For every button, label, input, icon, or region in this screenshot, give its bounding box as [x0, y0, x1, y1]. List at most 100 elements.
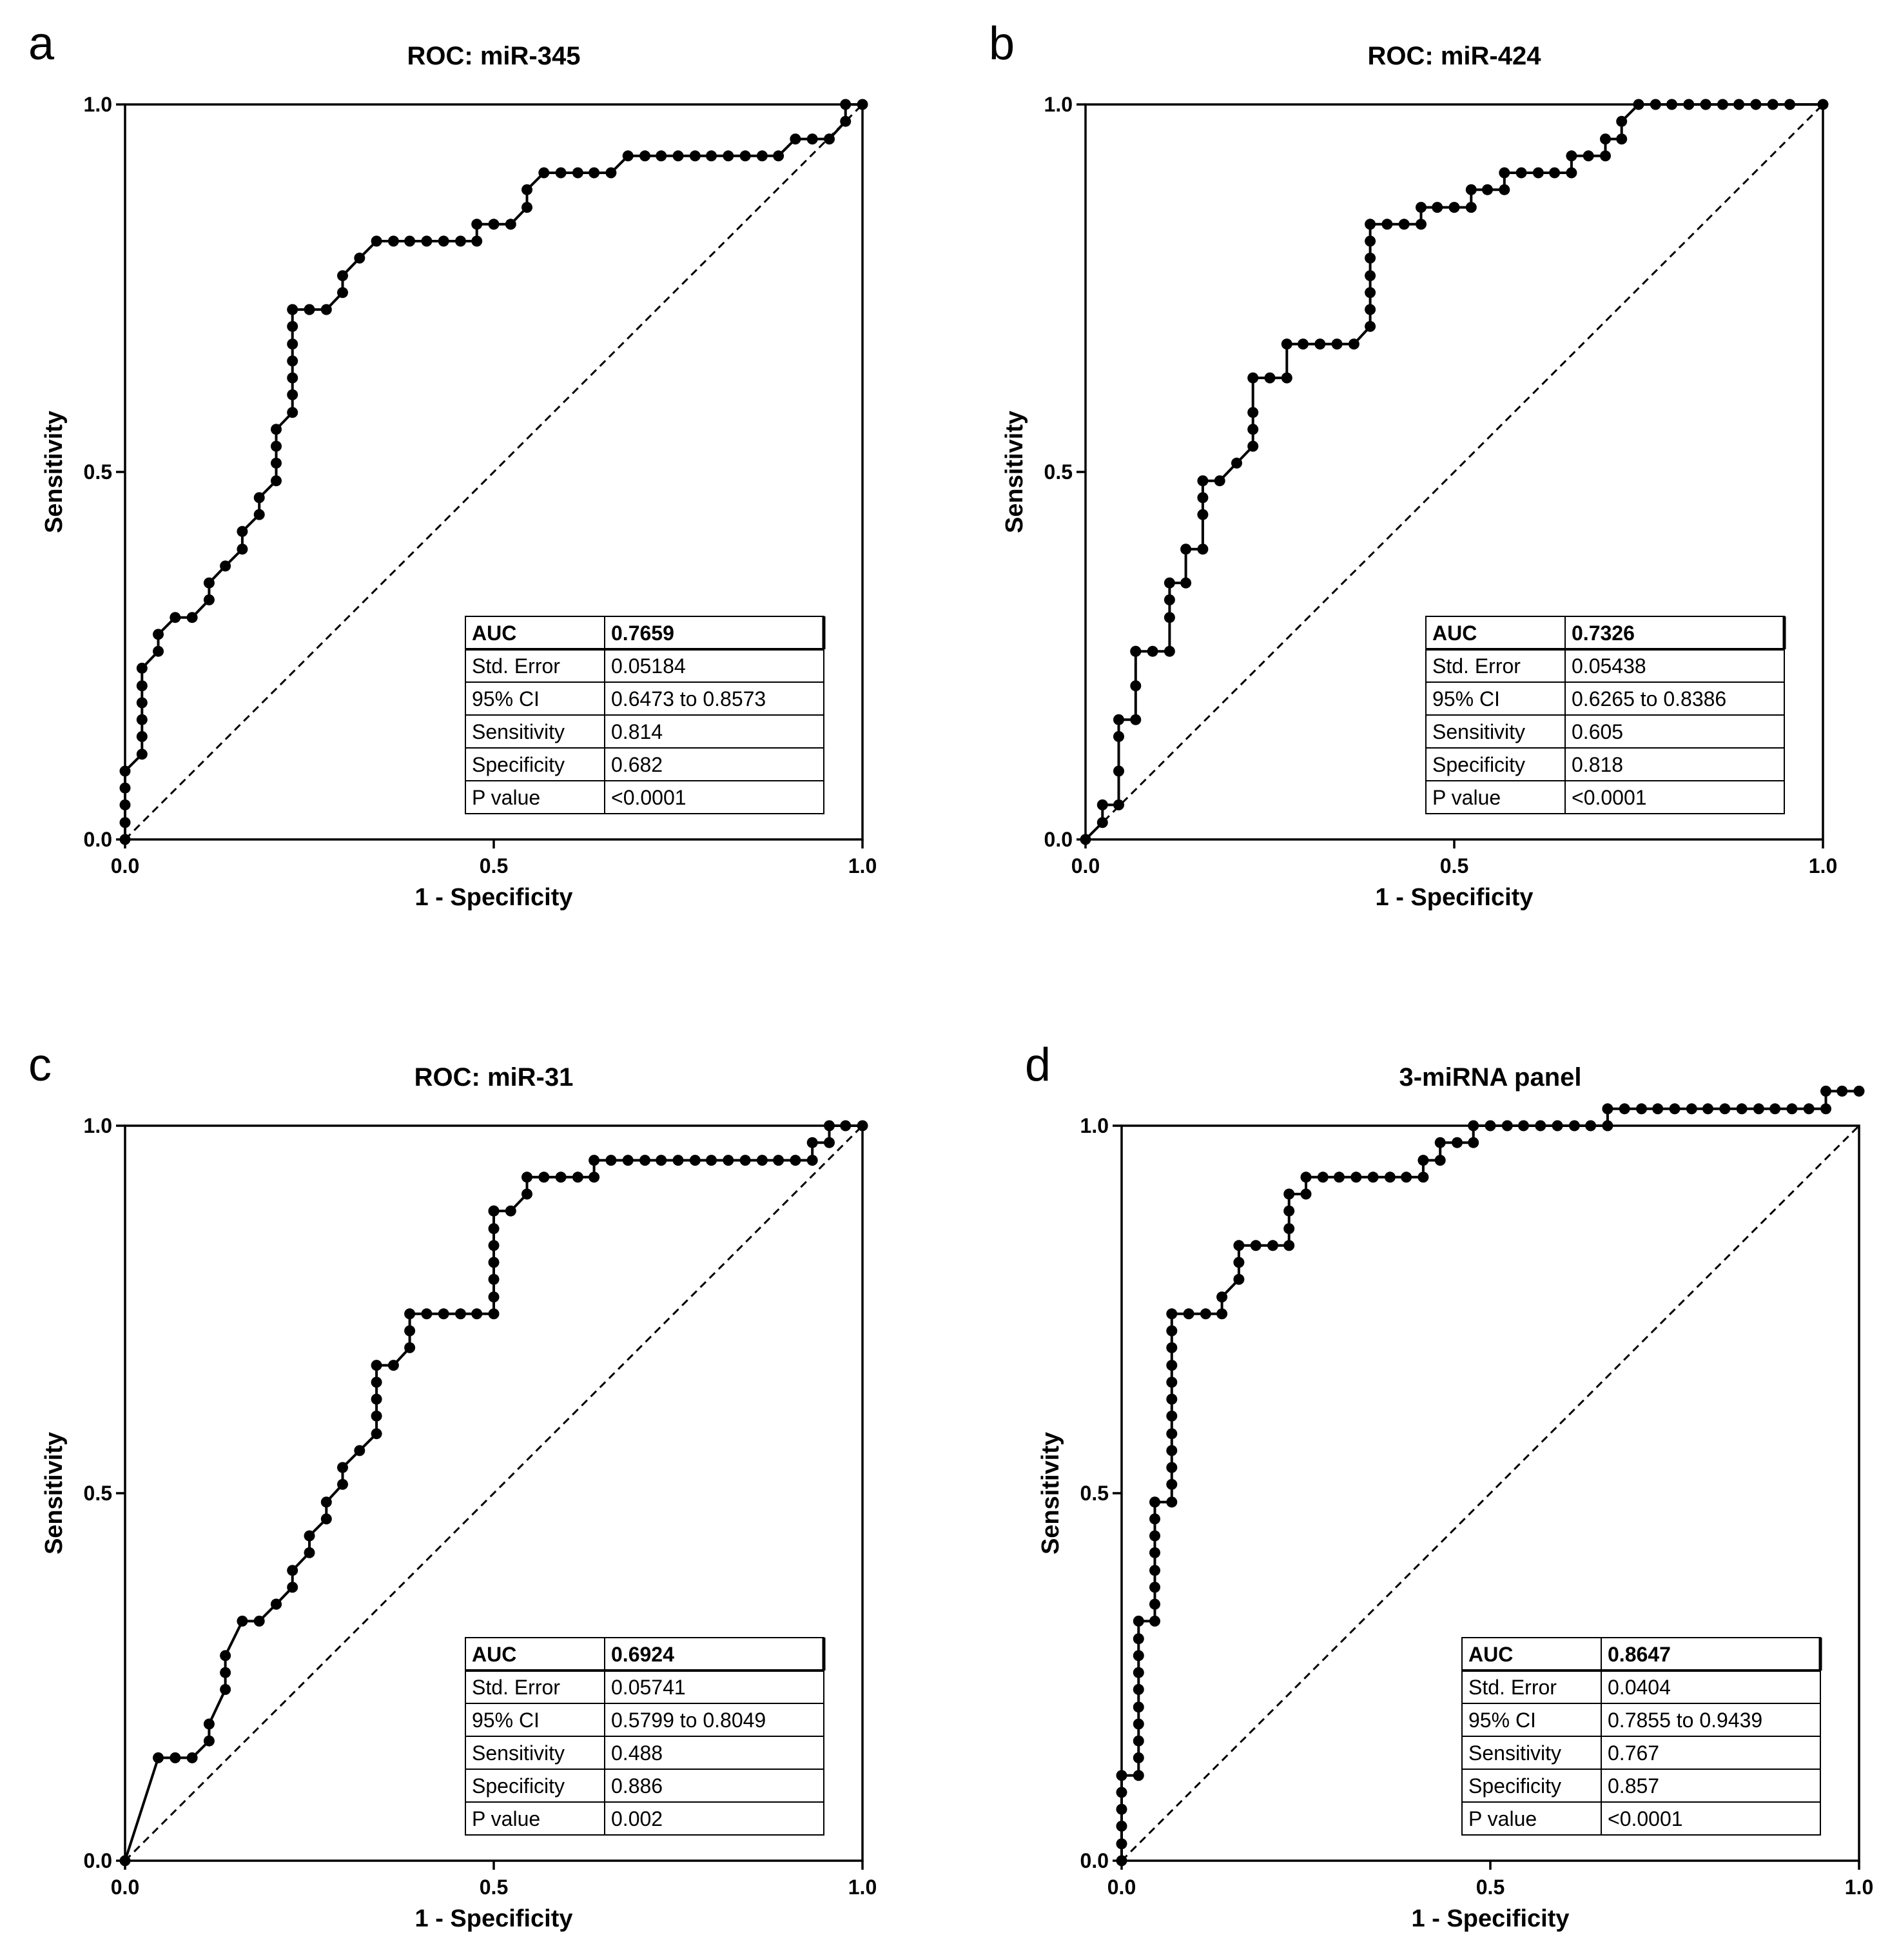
table-row-value: 0.767 — [1608, 1741, 1659, 1765]
roc-point — [1350, 1171, 1362, 1183]
roc-point — [320, 1496, 332, 1508]
panel-letter: b — [989, 18, 1015, 70]
roc-point — [1247, 424, 1259, 435]
roc-point — [119, 1855, 131, 1867]
roc-point — [119, 834, 131, 845]
roc-point — [723, 150, 734, 162]
y-axis-label: Sensitivity — [41, 411, 68, 533]
y-tick-label: 1.0 — [1080, 1114, 1109, 1137]
roc-point — [371, 235, 382, 247]
table-row-value: 0.7855 to 0.9439 — [1608, 1709, 1762, 1732]
roc-point — [220, 1667, 231, 1678]
roc-point — [1164, 612, 1175, 623]
roc-point — [706, 150, 717, 162]
stats-table: AUC 0.7659 Std. Error 0.05184 95% CI 0.6473 t… — [465, 616, 826, 814]
x-tick-label: 1.0 — [848, 854, 877, 877]
roc-point — [1116, 1803, 1127, 1815]
roc-point — [1702, 1103, 1713, 1115]
roc-point — [237, 544, 248, 555]
roc-point — [756, 1155, 768, 1166]
roc-point — [1602, 1120, 1613, 1132]
roc-point — [1535, 1120, 1546, 1132]
x-tick-label: 0.5 — [1440, 854, 1468, 877]
roc-point — [555, 167, 567, 179]
roc-point — [1518, 1120, 1529, 1132]
roc-point — [1250, 1240, 1262, 1251]
roc-point — [622, 150, 634, 162]
roc-point — [203, 1718, 215, 1730]
chart-title: ROC: miR-345 — [407, 42, 581, 70]
table-row-label: Sensitivity — [472, 720, 565, 743]
stats-table: AUC 0.8647 Std. Error 0.0404 95% CI 0.7855 to… — [1461, 1637, 1822, 1836]
roc-point — [824, 1120, 835, 1132]
panel-letter: d — [1025, 1039, 1051, 1091]
roc-point — [1164, 645, 1175, 657]
roc-point — [790, 1155, 801, 1166]
roc-point — [471, 1308, 483, 1320]
roc-point — [186, 612, 198, 623]
roc-point — [421, 235, 433, 247]
roc-point — [1401, 1171, 1412, 1183]
roc-point — [170, 612, 181, 623]
roc-point — [589, 1155, 600, 1166]
x-axis-label: 1 - Specificity — [415, 1905, 573, 1932]
roc-point — [1096, 799, 1108, 810]
roc-point — [153, 629, 164, 640]
roc-point — [170, 1752, 181, 1763]
roc-point — [1116, 1855, 1127, 1867]
roc-point — [1281, 372, 1292, 384]
table-row-label: AUC — [472, 622, 516, 645]
roc-point — [1499, 167, 1510, 179]
roc-point — [1566, 167, 1577, 179]
roc-point — [1398, 219, 1410, 230]
roc-point — [555, 1171, 567, 1183]
roc-point — [287, 355, 298, 367]
roc-point — [1133, 1770, 1144, 1781]
roc-point — [119, 817, 131, 828]
roc-point — [471, 235, 483, 247]
table-row-label: AUC — [472, 1643, 516, 1666]
roc-point — [1365, 235, 1376, 247]
roc-point — [1166, 1308, 1178, 1320]
table-row-value: 0.7326 — [1572, 622, 1635, 645]
roc-point — [505, 1205, 516, 1217]
table-row-label: Std. Error — [1432, 654, 1521, 678]
roc-point — [1197, 544, 1209, 555]
table-row-label: AUC — [1432, 622, 1477, 645]
roc-point — [119, 782, 131, 794]
roc-point — [1147, 645, 1158, 657]
roc-point — [320, 304, 332, 315]
roc-point — [1683, 99, 1695, 110]
panel-b: b ROC: miR-424 0.0 0.5 1.0 0.0 0.5 1.0 1 - Speci… — [989, 18, 1837, 911]
y-tick-label: 0.5 — [1044, 460, 1073, 484]
roc-point — [1233, 1240, 1245, 1251]
roc-point — [304, 1530, 315, 1542]
roc-point — [1365, 252, 1376, 264]
roc-point — [271, 424, 282, 435]
roc-point — [1116, 1820, 1127, 1832]
roc-point — [1501, 1120, 1513, 1132]
roc-point — [1166, 1445, 1178, 1456]
roc-point — [253, 509, 265, 520]
y-tick-label: 1.0 — [84, 1114, 112, 1137]
roc-point — [1686, 1103, 1697, 1115]
roc-point — [1568, 1120, 1580, 1132]
roc-point — [1247, 407, 1259, 418]
roc-point — [371, 1410, 382, 1422]
roc-point — [1180, 544, 1192, 555]
roc-point — [136, 680, 148, 692]
roc-point — [1180, 577, 1192, 589]
roc-point — [1552, 1120, 1563, 1132]
roc-point — [1750, 99, 1762, 110]
roc-point — [287, 407, 298, 418]
roc-point — [203, 594, 215, 605]
table-row-value: 0.7659 — [611, 622, 674, 645]
roc-point — [271, 1598, 282, 1610]
table-row-label: Specificity — [472, 1774, 565, 1798]
roc-point — [1384, 1171, 1396, 1183]
panel-c: c ROC: miR-31 0.0 0.5 1.0 0.0 0.5 1.0 1 - Specif… — [28, 1039, 877, 1932]
roc-point — [1820, 1085, 1831, 1097]
roc-point — [1166, 1462, 1178, 1473]
roc-point — [1133, 1650, 1144, 1661]
